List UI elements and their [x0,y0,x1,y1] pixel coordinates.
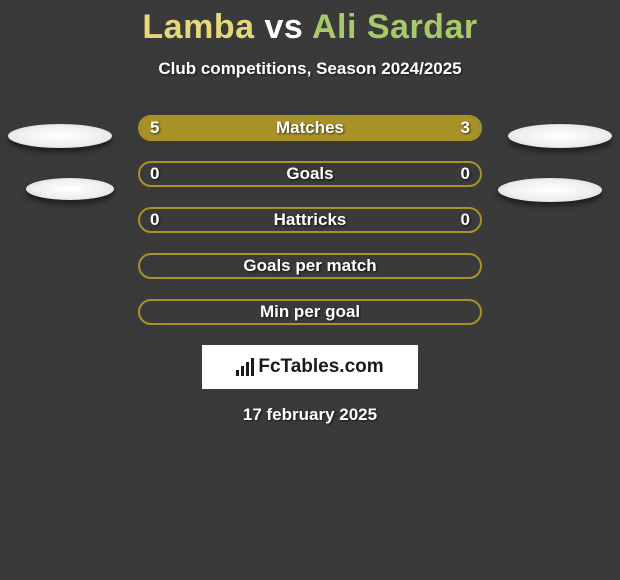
player2-name: Ali Sardar [312,8,478,46]
stat-bar: Min per goal [138,299,482,325]
ellipse-icon [508,124,612,148]
subtitle: Club competitions, Season 2024/2025 [0,59,620,79]
stat-rows: Matches53Goals00Hattricks00Goals per mat… [0,115,620,327]
stat-row: Goals per match [0,253,620,281]
vs-text: vs [264,8,303,46]
player1-name: Lamba [142,8,254,46]
stat-label: Goals per match [140,255,480,277]
stat-label: Hattricks [140,209,480,231]
stat-value-right: 0 [461,163,470,185]
stat-row: Min per goal [0,299,620,327]
logo-text: FcTables.com [258,356,383,378]
stat-bar: Goals0 0 [138,161,482,187]
stat-label: Goals [140,163,480,185]
date-text: 17 february 2025 [0,405,620,425]
stat-row: Hattricks0 0 [0,207,620,235]
stat-bar: Goals per match [138,253,482,279]
ellipse-icon [26,178,114,200]
logo-box: FcTables.com [202,345,418,389]
stat-value-right: 3 [461,117,470,139]
stat-value-left: 0 [150,209,159,231]
logo-bars-icon [236,358,254,376]
ellipse-icon [498,178,602,202]
stat-label: Min per goal [140,301,480,323]
stat-value-left: 5 [150,117,159,139]
ellipse-icon [8,124,112,148]
stat-value-left: 0 [150,163,159,185]
stat-label: Matches [140,117,480,139]
stat-bar: Hattricks0 0 [138,207,482,233]
stat-bar: Matches5 3 [138,115,482,141]
comparison-title: Lamba vs Ali Sardar [0,0,620,47]
stat-value-right: 0 [461,209,470,231]
